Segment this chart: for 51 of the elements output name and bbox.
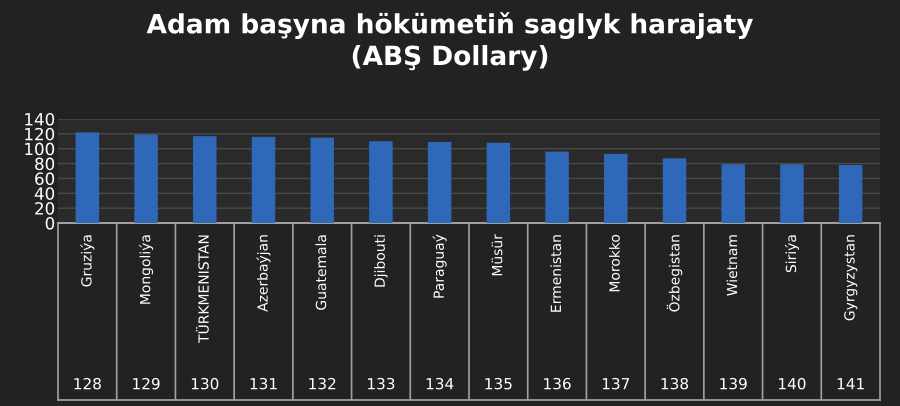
x-tick-label: Azerbaýjan <box>256 235 270 312</box>
x-tick-label: Djibouti <box>374 235 388 287</box>
x-tick-label: Müsür <box>492 234 502 276</box>
y-tick-label: 120 <box>25 128 54 140</box>
bar <box>486 142 510 223</box>
bar <box>310 138 334 223</box>
bar <box>721 164 745 223</box>
text: 140 <box>779 378 806 390</box>
bar <box>780 164 804 223</box>
text: 136 <box>544 378 571 390</box>
bar <box>369 141 393 223</box>
text: 138 <box>662 378 688 390</box>
bar <box>193 136 217 223</box>
bar <box>545 152 569 223</box>
x-tick-label: Mongoliýa <box>139 235 154 304</box>
bar <box>134 134 158 223</box>
y-tick-label: 80 <box>35 158 54 170</box>
text: 128 <box>74 378 101 390</box>
bar <box>428 142 452 223</box>
x-tick-label: Morokko <box>609 234 620 292</box>
y-tick-label: 100 <box>25 142 54 156</box>
text: 130 <box>192 378 218 390</box>
text: 132 <box>309 378 336 390</box>
x-tick-label: Gyrgyzystan <box>844 235 858 320</box>
text: 135 <box>485 378 512 390</box>
y-tick-label: 40 <box>34 187 54 200</box>
text: 134 <box>426 378 454 390</box>
x-tick-label: Paraguaý <box>432 234 447 298</box>
bar <box>76 132 100 223</box>
bar <box>838 165 862 223</box>
y-tick-label: 0 <box>46 216 54 230</box>
text: 139 <box>720 378 747 390</box>
x-tick-label: Ermenistan <box>550 235 562 312</box>
bar <box>604 154 628 223</box>
y-tick-label: 60 <box>35 172 54 185</box>
text: 131 <box>250 378 277 390</box>
x-tick-label: Gruziýa <box>80 235 94 286</box>
x-tick-label: Wietnam <box>726 235 738 296</box>
text: 141 <box>838 378 864 390</box>
x-tick-label: Guatemala <box>315 235 326 310</box>
bar <box>662 158 686 223</box>
x-tick-label: Siriýa <box>784 235 799 272</box>
x-tick-label: TÜRKMENISTAN <box>196 235 209 343</box>
y-tick-label: 20 <box>35 202 54 215</box>
bar <box>252 136 276 223</box>
chart-title: Adam başyna hökümetiň saglyk harajaty (ABŞ Dollary) <box>146 12 753 71</box>
y-tick-label: 140 <box>25 112 54 126</box>
text: 129 <box>133 378 160 390</box>
text: 137 <box>602 378 630 390</box>
x-tick-label: Özbegistan <box>666 235 682 312</box>
text: 133 <box>368 378 394 390</box>
